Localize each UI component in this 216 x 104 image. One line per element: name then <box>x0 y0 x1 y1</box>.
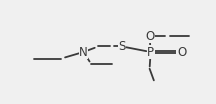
Text: N: N <box>79 46 88 58</box>
Text: S: S <box>118 40 125 53</box>
Text: P: P <box>147 46 154 58</box>
Text: O: O <box>177 46 186 58</box>
Text: O: O <box>145 30 154 43</box>
